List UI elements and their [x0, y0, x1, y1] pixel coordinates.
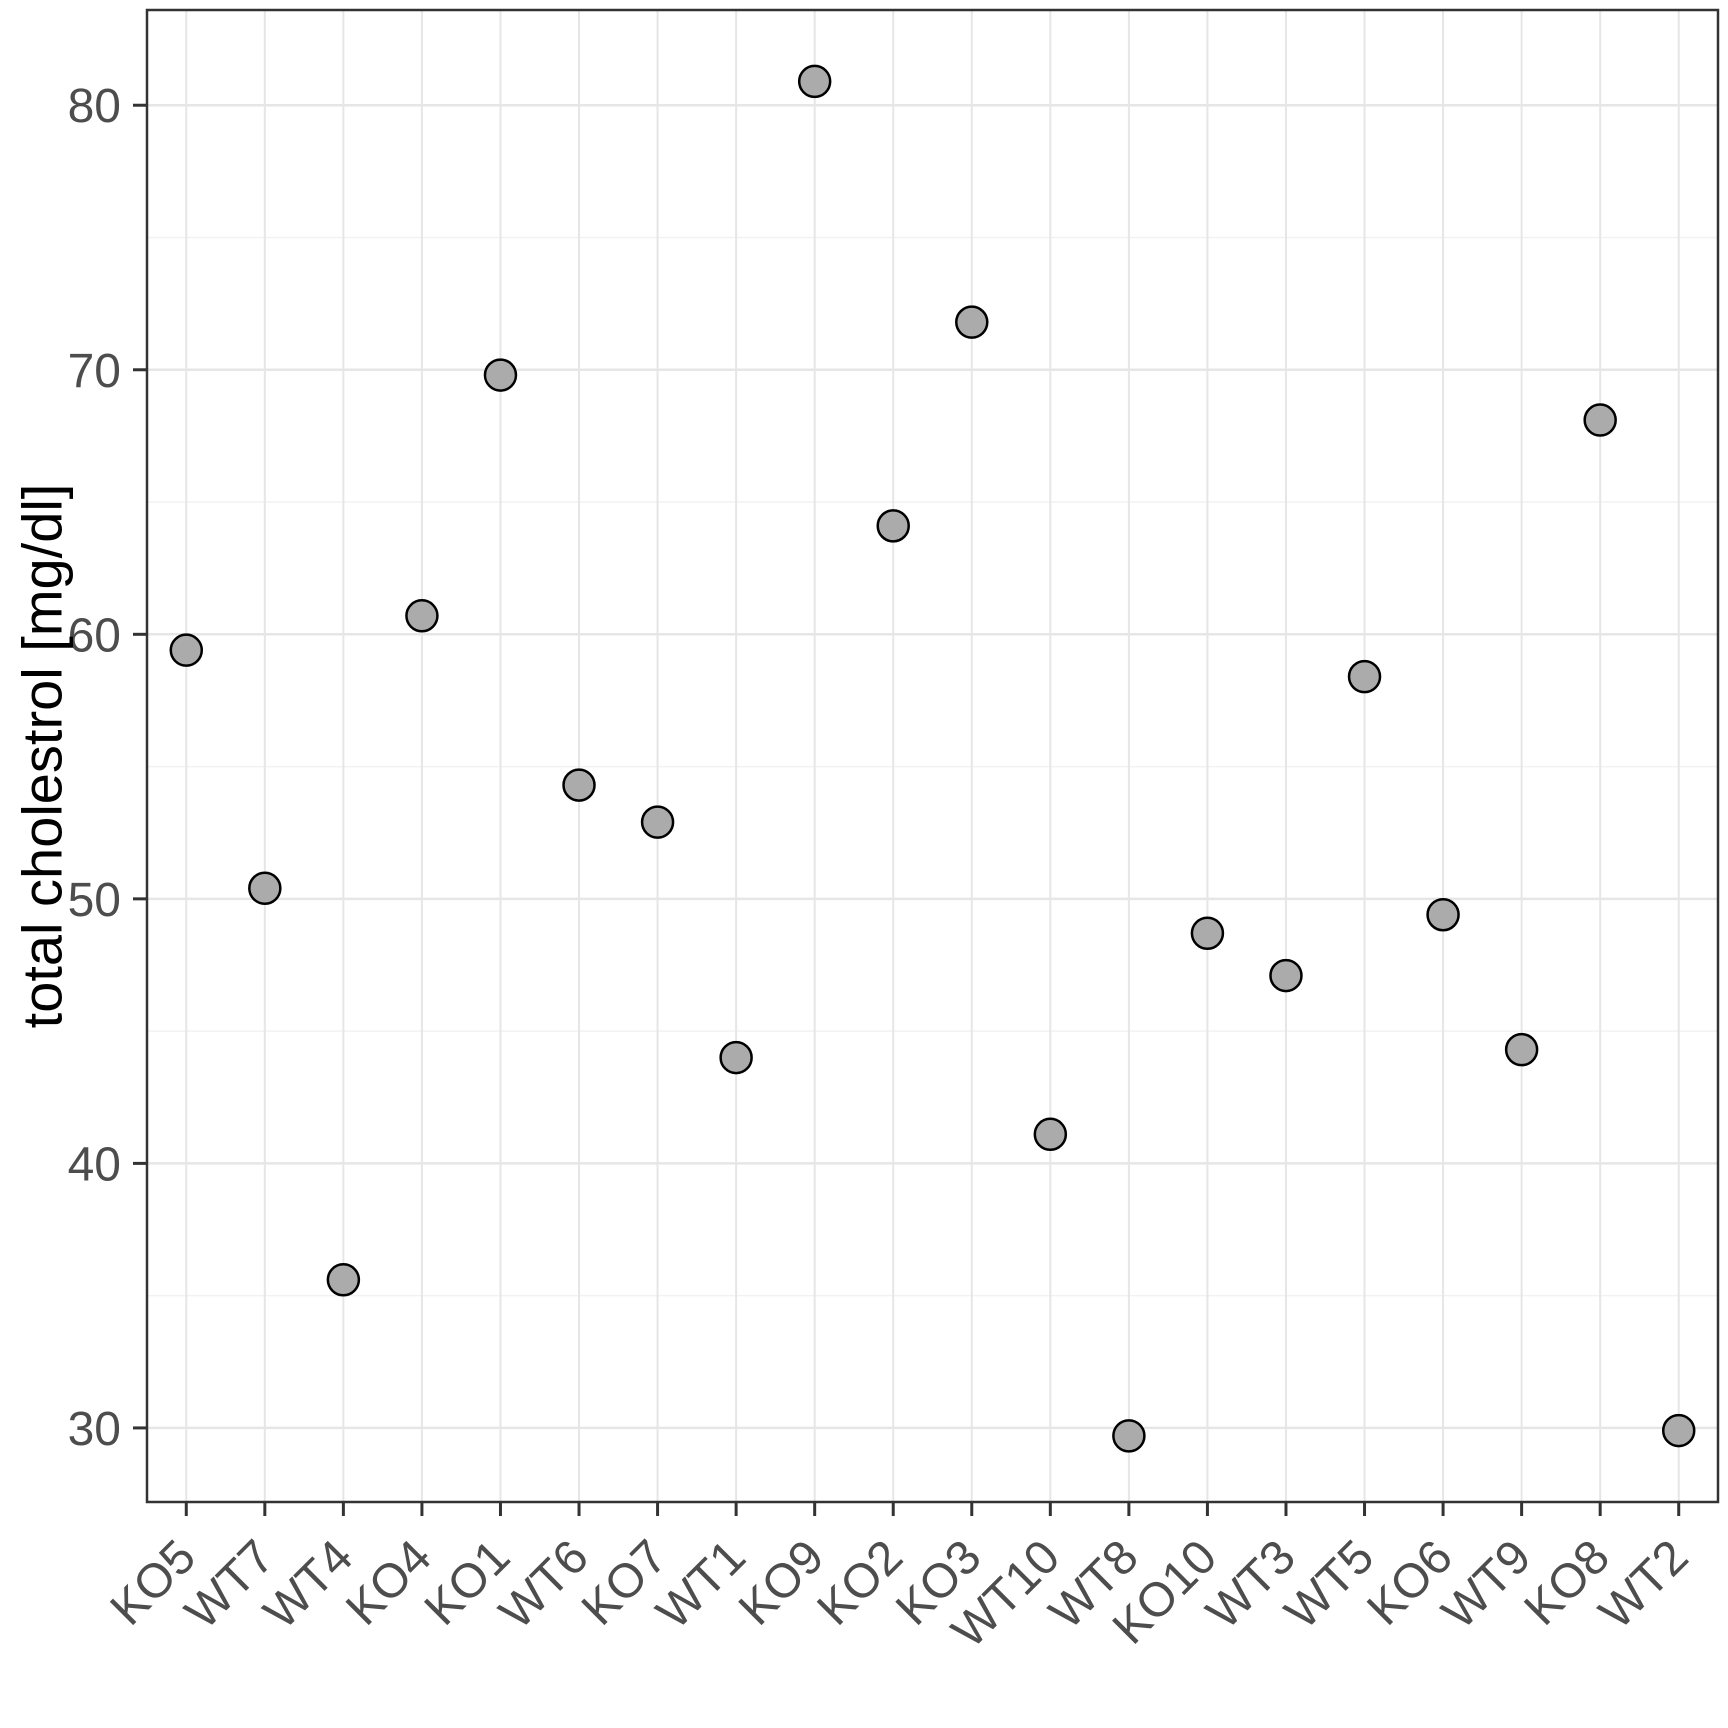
x-tick-label: WT3 — [1197, 1530, 1306, 1639]
y-tick-label: 70 — [68, 345, 121, 398]
data-point — [640, 805, 675, 839]
panel-border — [145, 8, 1720, 1504]
data-point — [483, 358, 518, 392]
data-point — [1033, 1117, 1068, 1152]
data-point — [248, 871, 282, 906]
x-tick-label: WT1 — [647, 1530, 756, 1639]
y-tick-label: 60 — [68, 609, 121, 662]
data-point — [719, 1040, 753, 1075]
data-point — [1661, 1413, 1696, 1448]
data-point — [876, 509, 910, 543]
data-point — [1583, 403, 1617, 437]
y-tick-label: 50 — [68, 874, 121, 927]
data-point — [1269, 958, 1303, 993]
data-point — [955, 305, 989, 339]
data-point — [1504, 1032, 1539, 1067]
x-tick-label: WT4 — [254, 1530, 363, 1639]
data-point — [405, 599, 439, 633]
x-tick-label: KO7 — [572, 1530, 677, 1635]
data-point — [562, 768, 596, 802]
y-tick-label: 80 — [68, 80, 121, 133]
x-tick-label: WT6 — [490, 1530, 599, 1639]
x-tick-label: WT5 — [1275, 1530, 1384, 1639]
data-point — [169, 633, 204, 667]
y-tick-label: 40 — [68, 1138, 121, 1191]
x-tick-label: KO6 — [1357, 1530, 1462, 1635]
panel-background — [147, 10, 1718, 1502]
data-point — [1347, 659, 1382, 694]
x-tick-label: KO8 — [1515, 1530, 1620, 1635]
data-point — [797, 64, 832, 99]
x-tick-label: KO4 — [336, 1530, 441, 1635]
data-point — [1190, 916, 1225, 950]
x-tick-label: KO1 — [415, 1530, 520, 1635]
x-tick-label: WT2 — [1589, 1530, 1698, 1639]
x-tick-label: KO9 — [729, 1530, 834, 1635]
data-point — [1112, 1419, 1146, 1453]
data-point — [1426, 897, 1460, 932]
x-tick-label: KO5 — [101, 1530, 206, 1635]
y-axis-title: total cholestrol [mg/dl] — [10, 483, 74, 1029]
x-tick-label: KO2 — [808, 1530, 913, 1635]
x-tick-label: WT9 — [1432, 1530, 1541, 1639]
x-tick-label: WT7 — [175, 1530, 284, 1639]
y-tick-label: 30 — [68, 1403, 121, 1456]
data-point — [326, 1263, 361, 1297]
